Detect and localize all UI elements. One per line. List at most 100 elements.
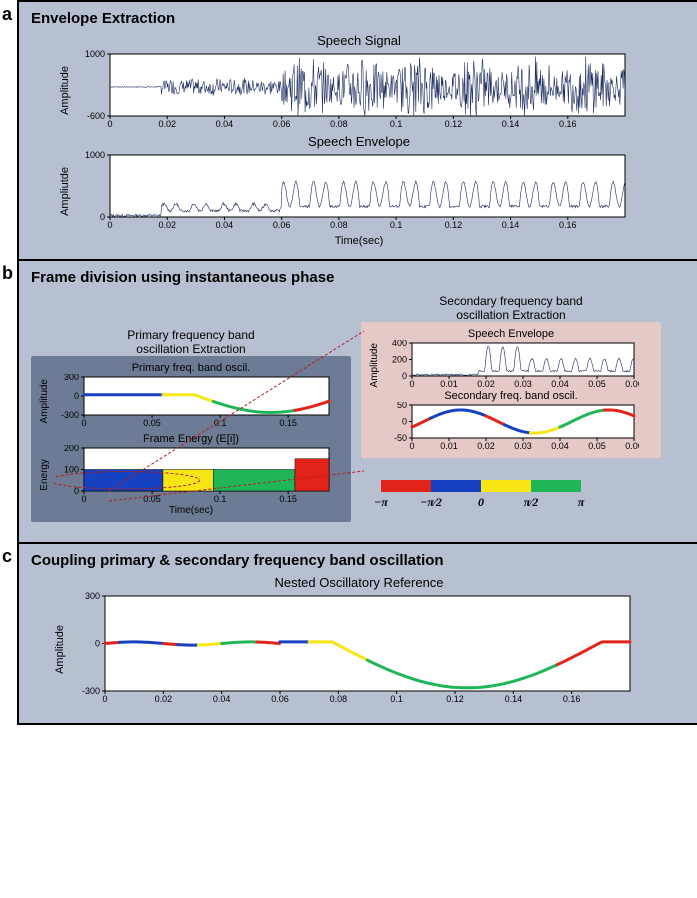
- svg-text:0.03: 0.03: [514, 441, 532, 451]
- panel-c-title: Coupling primary & secondary frequency b…: [31, 552, 687, 569]
- chart-b-right1-title: Speech Envelope: [369, 328, 653, 340]
- panel-b: b Frame division using instantaneous pha…: [19, 261, 697, 544]
- svg-text:0: 0: [402, 371, 407, 381]
- svg-text:0.14: 0.14: [502, 220, 520, 230]
- svg-text:0.02: 0.02: [158, 220, 176, 230]
- svg-text:0.02: 0.02: [158, 119, 176, 129]
- svg-text:0.05: 0.05: [588, 441, 606, 451]
- svg-text:π⁄2: π⁄2: [524, 495, 539, 509]
- svg-text:−π: −π: [374, 495, 388, 509]
- svg-text:0.1: 0.1: [214, 418, 227, 428]
- svg-text:0.04: 0.04: [216, 220, 234, 230]
- svg-text:0: 0: [478, 495, 484, 509]
- svg-text:0.04: 0.04: [216, 119, 234, 129]
- chart-b-right1: 0 0.01 0.02 0.03 0.04 0.05 0.06 0 200 400: [384, 340, 639, 390]
- svg-text:0.16: 0.16: [563, 694, 581, 704]
- chart-b-left1: 00.050.10.15-3000300: [54, 374, 334, 429]
- chart-a2-xlabel: Time(sec): [31, 235, 687, 247]
- svg-text:0: 0: [81, 418, 86, 428]
- svg-text:0.05: 0.05: [588, 379, 606, 389]
- svg-text:-300: -300: [61, 410, 79, 420]
- panel-a-title: Envelope Extraction: [31, 10, 687, 27]
- panel-a-label: a: [2, 4, 12, 25]
- right-subbox: Speech Envelope Amplitude 00.010.020.030…: [361, 322, 661, 458]
- svg-text:0.03: 0.03: [514, 379, 532, 389]
- chart-b-left2-ylabel: Energy: [39, 459, 50, 491]
- svg-text:0.16: 0.16: [559, 119, 577, 129]
- chart-b-right2: 00.010.020.030.040.050.06-50050: [384, 402, 639, 452]
- chart-b-left1-title: Primary freq. band oscil.: [39, 362, 343, 374]
- svg-text:200: 200: [392, 355, 407, 365]
- chart-a2: 00.020.040.060.080.10.120.140.1601000: [75, 151, 635, 231]
- svg-text:400: 400: [392, 340, 407, 348]
- svg-text:0.12: 0.12: [445, 220, 463, 230]
- svg-text:0.05: 0.05: [143, 418, 161, 428]
- chart-b-left2-xlabel: Time(sec): [39, 505, 343, 516]
- svg-text:0: 0: [409, 379, 414, 389]
- svg-text:0: 0: [107, 119, 112, 129]
- svg-text:0.14: 0.14: [502, 119, 520, 129]
- svg-text:300: 300: [64, 374, 79, 382]
- svg-text:0.06: 0.06: [273, 220, 291, 230]
- svg-text:π: π: [578, 495, 585, 509]
- svg-text:0.04: 0.04: [551, 441, 569, 451]
- svg-text:50: 50: [397, 402, 407, 410]
- chart-b-right1-ylabel: Amplitude: [369, 343, 380, 387]
- chart-c-ylabel: Amplitude: [54, 625, 66, 674]
- svg-text:0.08: 0.08: [330, 694, 348, 704]
- chart-a1-title: Speech Signal: [31, 33, 687, 48]
- figure: a Envelope Extraction Speech Signal Ampl…: [17, 0, 697, 725]
- svg-text:0.08: 0.08: [330, 220, 348, 230]
- chart-a1: 0 0.02 0.04 0.06 0.08 0.1 0.12 0.14 0.16 -600 1000: [75, 50, 635, 130]
- svg-text:0.14: 0.14: [505, 694, 523, 704]
- svg-text:0.01: 0.01: [440, 379, 458, 389]
- colorbar-svg: −π −π⁄2 0 π⁄2 π: [361, 476, 621, 516]
- left-subbox: Primary freq. band oscil. Amplitude 00.0…: [31, 356, 351, 522]
- chart-a2-title: Speech Envelope: [31, 134, 687, 149]
- svg-text:0.12: 0.12: [446, 694, 464, 704]
- right-subbox-title: Secondary frequency band oscillation Ext…: [361, 294, 661, 322]
- svg-text:0: 0: [102, 694, 107, 704]
- svg-text:0.06: 0.06: [273, 119, 291, 129]
- svg-text:0.04: 0.04: [213, 694, 231, 704]
- panel-b-title: Frame division using instantaneous phase: [31, 269, 687, 286]
- svg-text:0.02: 0.02: [477, 441, 495, 451]
- svg-text:0: 0: [81, 494, 86, 504]
- svg-text:0.05: 0.05: [143, 494, 161, 504]
- svg-text:0.15: 0.15: [279, 494, 297, 504]
- svg-text:0.12: 0.12: [445, 119, 463, 129]
- panel-c-label: c: [2, 546, 12, 567]
- chart-b-right2-title: Secondary freq. band oscil.: [369, 390, 653, 402]
- chart-c: 00.020.040.060.080.10.120.140.16-3000300: [70, 592, 640, 707]
- svg-text:0: 0: [402, 417, 407, 427]
- svg-text:1000: 1000: [85, 50, 105, 59]
- svg-text:-300: -300: [82, 686, 100, 696]
- svg-text:0.1: 0.1: [390, 220, 403, 230]
- chart-a2-ylabel: Ampliutde: [59, 167, 71, 216]
- chart-a1-ylabel: Amplitude: [59, 66, 71, 115]
- svg-text:0.1: 0.1: [390, 119, 403, 129]
- colorbar: −π −π⁄2 0 π⁄2 π: [361, 476, 661, 521]
- chart-b-left2-title: Frame Energy (E[i]): [39, 433, 343, 445]
- svg-text:0.04: 0.04: [551, 379, 569, 389]
- svg-text:0: 0: [409, 441, 414, 451]
- svg-text:0.01: 0.01: [440, 441, 458, 451]
- svg-text:100: 100: [64, 465, 79, 475]
- svg-text:-600: -600: [87, 111, 105, 121]
- svg-text:0.06: 0.06: [625, 379, 639, 389]
- svg-text:0.1: 0.1: [390, 694, 403, 704]
- svg-text:−π⁄2: −π⁄2: [420, 495, 442, 509]
- chart-c-title: Nested Oscillatory Reference: [31, 575, 687, 590]
- svg-text:0: 0: [107, 220, 112, 230]
- svg-text:0.15: 0.15: [279, 418, 297, 428]
- svg-text:0.06: 0.06: [625, 441, 639, 451]
- panel-c: c Coupling primary & secondary frequency…: [19, 544, 697, 723]
- svg-text:200: 200: [64, 445, 79, 453]
- svg-text:0.06: 0.06: [271, 694, 289, 704]
- svg-text:1000: 1000: [85, 151, 105, 160]
- svg-text:0.1: 0.1: [214, 494, 227, 504]
- svg-text:300: 300: [85, 592, 100, 601]
- svg-text:0.08: 0.08: [330, 119, 348, 129]
- panel-b-label: b: [2, 263, 13, 284]
- svg-text:0.02: 0.02: [477, 379, 495, 389]
